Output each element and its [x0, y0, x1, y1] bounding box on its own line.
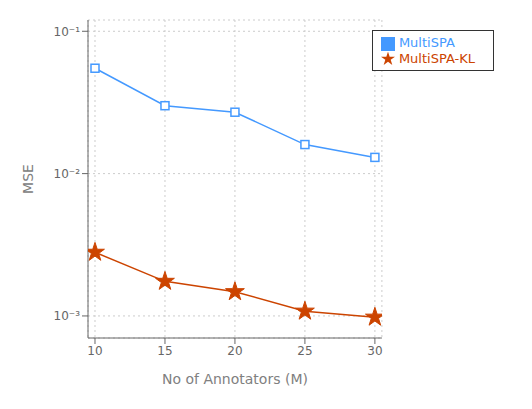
svg-text:25: 25: [297, 344, 312, 358]
svg-text:MSE: MSE: [20, 164, 36, 194]
svg-text:10: 10: [87, 344, 102, 358]
svg-text:10⁻²: 10⁻²: [54, 167, 81, 181]
svg-text:10⁻¹: 10⁻¹: [54, 25, 81, 39]
svg-text:No of Annotators (M): No of Annotators (M): [162, 371, 308, 387]
svg-text:30: 30: [367, 344, 382, 358]
html-text:MultiSPA: MultiSPA: [398, 35, 455, 50]
svg-text:20: 20: [227, 344, 242, 358]
html-text:MultiSPA-KL: MultiSPA-KL: [398, 50, 475, 66]
svg-text:15: 15: [157, 344, 172, 358]
svg-text:10⁻³: 10⁻³: [54, 309, 81, 323]
